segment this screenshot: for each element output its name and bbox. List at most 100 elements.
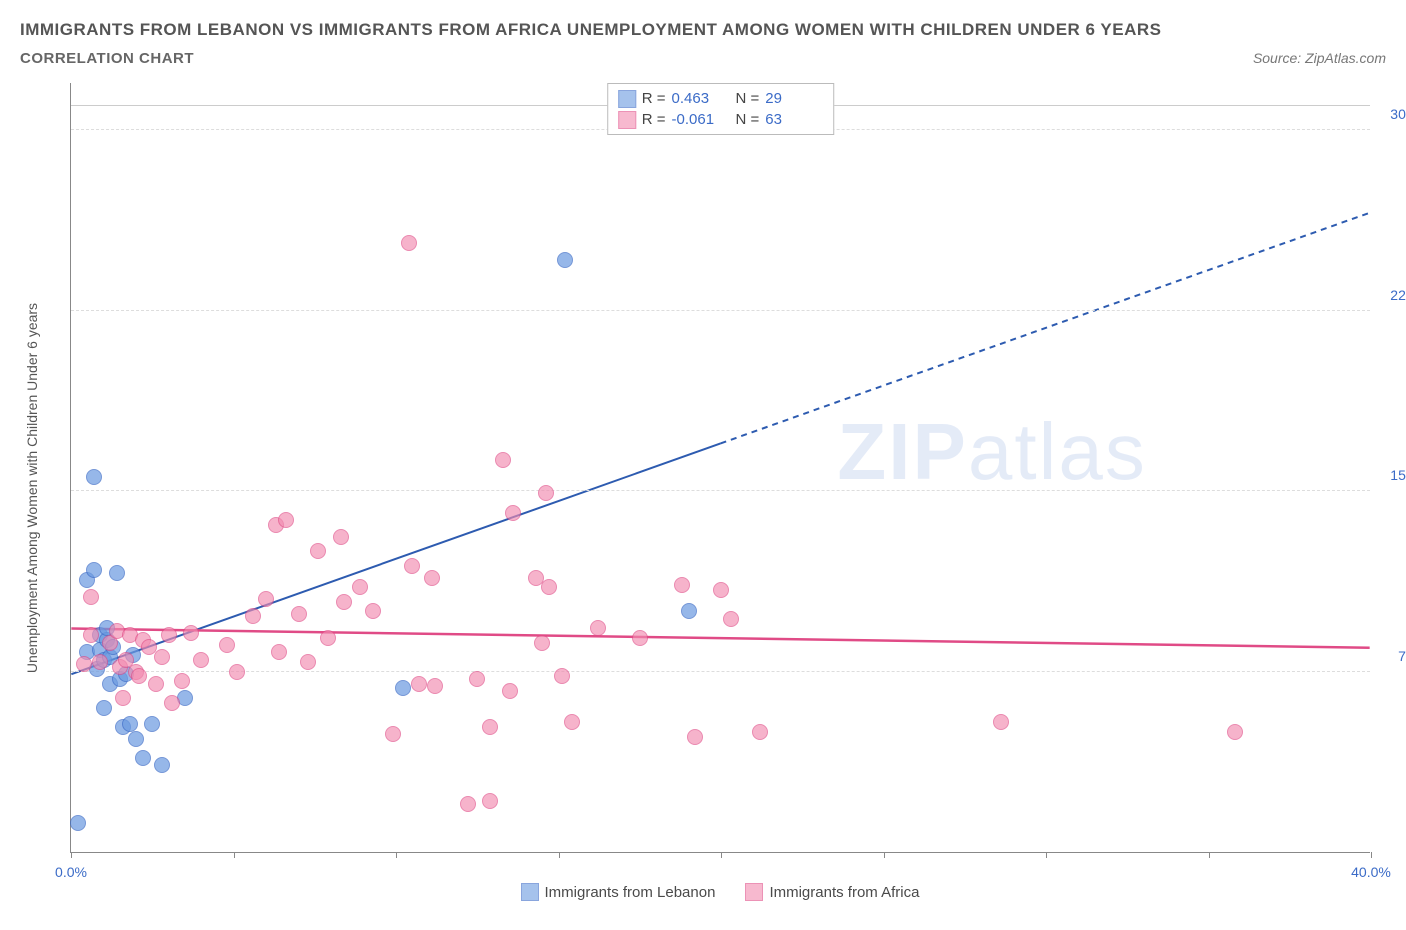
x-tick: [1371, 852, 1372, 858]
data-point-africa: [245, 608, 261, 624]
series-label: Immigrants from Lebanon: [545, 884, 716, 901]
data-point-africa: [131, 668, 147, 684]
legend-n-value: 29: [765, 88, 823, 109]
data-point-lebanon: [86, 469, 102, 485]
gridline: [71, 490, 1370, 491]
data-point-africa: [687, 729, 703, 745]
data-point-lebanon: [135, 750, 151, 766]
data-point-africa: [554, 668, 570, 684]
x-tick-label: 0.0%: [55, 864, 87, 880]
data-point-lebanon: [128, 731, 144, 747]
data-point-africa: [1227, 724, 1243, 740]
data-point-africa: [164, 695, 180, 711]
legend-n-label: N =: [736, 109, 760, 130]
gridline: [71, 310, 1370, 311]
data-point-lebanon: [86, 562, 102, 578]
data-point-lebanon: [557, 252, 573, 268]
data-point-africa: [92, 654, 108, 670]
stats-legend: R = 0.463 N =29R = -0.061 N =63: [607, 83, 835, 135]
data-point-africa: [505, 505, 521, 521]
data-point-africa: [482, 719, 498, 735]
trendline-lebanon-dashed: [721, 213, 1370, 444]
data-point-africa: [115, 690, 131, 706]
data-point-africa: [427, 678, 443, 694]
data-point-africa: [541, 579, 557, 595]
data-point-lebanon: [395, 680, 411, 696]
x-tick: [71, 852, 72, 858]
data-point-africa: [404, 558, 420, 574]
data-point-africa: [83, 627, 99, 643]
data-point-lebanon: [154, 757, 170, 773]
data-point-africa: [310, 543, 326, 559]
data-point-africa: [401, 235, 417, 251]
data-point-africa: [193, 652, 209, 668]
data-point-africa: [300, 654, 316, 670]
data-point-africa: [460, 796, 476, 812]
data-point-africa: [713, 582, 729, 598]
data-point-africa: [219, 637, 235, 653]
data-point-africa: [723, 611, 739, 627]
data-point-africa: [229, 664, 245, 680]
data-point-africa: [534, 635, 550, 651]
y-tick-label: 22.5%: [1390, 287, 1406, 303]
x-tick: [559, 852, 560, 858]
data-point-africa: [76, 656, 92, 672]
chart-area: Unemployment Among Women with Children U…: [20, 73, 1386, 903]
data-point-africa: [482, 793, 498, 809]
data-point-africa: [278, 512, 294, 528]
series-label: Immigrants from Africa: [769, 884, 919, 901]
data-point-africa: [183, 625, 199, 641]
data-point-africa: [365, 603, 381, 619]
scatter-plot: R =0.463N =29R =-0.061N =63 ZIPatlas 7.5…: [70, 83, 1370, 853]
x-tick: [884, 852, 885, 858]
watermark: ZIPatlas: [837, 406, 1146, 498]
legend-row-lebanon: R = 0.463 N =29: [618, 88, 824, 109]
data-point-africa: [411, 676, 427, 692]
data-point-africa: [83, 589, 99, 605]
legend-row-africa: R =-0.061N =63: [618, 109, 824, 130]
legend-swatch: [745, 883, 763, 901]
trendline-africa: [71, 629, 1369, 648]
legend-n-value: 63: [765, 109, 823, 130]
data-point-africa: [258, 591, 274, 607]
data-point-africa: [336, 594, 352, 610]
data-point-africa: [161, 627, 177, 643]
data-point-africa: [538, 485, 554, 501]
x-tick: [396, 852, 397, 858]
source-label: Source: ZipAtlas.com: [1253, 50, 1386, 66]
data-point-africa: [154, 649, 170, 665]
data-point-africa: [495, 452, 511, 468]
y-axis-label: Unemployment Among Women with Children U…: [24, 303, 40, 673]
data-point-africa: [385, 726, 401, 742]
legend-swatch: [521, 883, 539, 901]
data-point-africa: [590, 620, 606, 636]
data-point-africa: [333, 529, 349, 545]
data-point-africa: [174, 673, 190, 689]
legend-r-label: R =: [642, 88, 666, 109]
data-point-lebanon: [144, 716, 160, 732]
data-point-africa: [993, 714, 1009, 730]
y-tick-label: 7.5%: [1398, 648, 1406, 664]
data-point-lebanon: [96, 700, 112, 716]
y-tick-label: 15.0%: [1390, 467, 1406, 483]
data-point-africa: [469, 671, 485, 687]
legend-n-label: N =: [736, 88, 760, 109]
series-legend: Immigrants from Lebanon Immigrants from A…: [70, 883, 1370, 901]
data-point-lebanon: [109, 565, 125, 581]
legend-r-value: 0.463: [672, 88, 730, 109]
series-legend-item-africa: Immigrants from Africa: [745, 883, 919, 901]
data-point-africa: [564, 714, 580, 730]
data-point-africa: [291, 606, 307, 622]
data-point-africa: [502, 683, 518, 699]
data-point-africa: [352, 579, 368, 595]
legend-swatch: [618, 111, 636, 129]
legend-r-value: -0.061: [672, 109, 730, 130]
data-point-africa: [148, 676, 164, 692]
x-tick: [1046, 852, 1047, 858]
page-title: IMMIGRANTS FROM LEBANON VS IMMIGRANTS FR…: [20, 20, 1386, 40]
x-tick: [234, 852, 235, 858]
data-point-lebanon: [681, 603, 697, 619]
data-point-africa: [320, 630, 336, 646]
subtitle: CORRELATION CHART: [20, 50, 194, 67]
data-point-africa: [271, 644, 287, 660]
